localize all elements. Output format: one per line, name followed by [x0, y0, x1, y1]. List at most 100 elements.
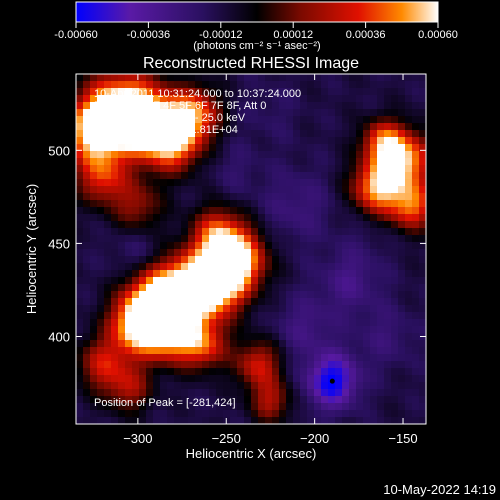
heatmap-cell	[384, 88, 392, 96]
heatmap-cell	[363, 242, 371, 250]
heatmap-cell	[202, 361, 210, 369]
heatmap-cell	[195, 137, 203, 145]
heatmap-cell	[125, 410, 133, 418]
heatmap-cell	[195, 74, 203, 82]
heatmap-cell	[83, 172, 91, 180]
heatmap-cell	[132, 354, 140, 362]
heatmap-cell	[328, 235, 336, 243]
heatmap-cell	[335, 249, 343, 257]
heatmap-cell	[356, 284, 364, 292]
heatmap-cell	[83, 102, 91, 110]
heatmap-cell	[377, 95, 385, 103]
heatmap-cell	[97, 172, 105, 180]
heatmap-cell	[279, 396, 287, 404]
heatmap-cell	[349, 389, 357, 397]
heatmap-cell	[216, 109, 224, 117]
heatmap-cell	[139, 88, 147, 96]
heatmap-cell	[272, 116, 280, 124]
heatmap-cell	[356, 228, 364, 236]
heatmap-cell	[111, 179, 119, 187]
heatmap-cell	[160, 284, 168, 292]
heatmap-cell	[223, 410, 231, 418]
heatmap-cell	[230, 151, 238, 159]
heatmap-cell	[384, 158, 392, 166]
heatmap-cell	[265, 151, 273, 159]
heatmap-cell	[314, 417, 322, 424]
heatmap-cell	[181, 319, 189, 327]
heatmap-cell	[419, 221, 426, 229]
heatmap-cell	[272, 319, 280, 327]
heatmap-cell	[321, 214, 329, 222]
heatmap-cell	[76, 298, 84, 306]
heatmap-cell	[286, 256, 294, 264]
heatmap-cell	[419, 151, 426, 159]
heatmap-cell	[377, 137, 385, 145]
heatmap-cell	[167, 81, 175, 89]
heatmap-cell	[90, 319, 98, 327]
heatmap-cell	[237, 284, 245, 292]
heatmap-cell	[307, 340, 315, 348]
heatmap-cell	[335, 277, 343, 285]
heatmap-cell	[223, 368, 231, 376]
heatmap-cell	[314, 116, 322, 124]
heatmap-cell	[237, 396, 245, 404]
heatmap-cell	[167, 368, 175, 376]
heatmap-cell	[370, 165, 378, 173]
heatmap-cell	[293, 193, 301, 201]
heatmap-cell	[90, 242, 98, 250]
heatmap-cell	[181, 200, 189, 208]
heatmap-cell	[237, 228, 245, 236]
heatmap-cell	[104, 389, 112, 397]
heatmap-cell	[258, 326, 266, 334]
heatmap-cell	[293, 249, 301, 257]
heatmap-cell	[419, 109, 426, 117]
heatmap-cell	[202, 375, 210, 383]
heatmap-cell	[300, 207, 308, 215]
heatmap-cell	[398, 242, 406, 250]
heatmap-cell	[391, 319, 399, 327]
heatmap-cell	[265, 277, 273, 285]
heatmap-cell	[258, 277, 266, 285]
heatmap-cell	[349, 235, 357, 243]
heatmap-cell	[76, 228, 84, 236]
heatmap-cell	[76, 172, 84, 180]
heatmap-cell	[370, 354, 378, 362]
heatmap-cell	[412, 403, 420, 411]
heatmap-cell	[307, 193, 315, 201]
heatmap-cell	[223, 277, 231, 285]
heatmap-cell	[83, 368, 91, 376]
heatmap-cell	[174, 382, 182, 390]
heatmap-cell	[398, 340, 406, 348]
heatmap-cell	[83, 249, 91, 257]
heatmap-cell	[83, 312, 91, 320]
heatmap-cell	[384, 74, 392, 82]
heatmap-cell	[244, 102, 252, 110]
heatmap-cell	[118, 284, 126, 292]
heatmap-cell	[153, 235, 161, 243]
heatmap-cell	[139, 270, 147, 278]
heatmap-cell	[76, 102, 84, 110]
heatmap-cell	[216, 193, 224, 201]
heatmap-cell	[209, 242, 217, 250]
heatmap-cell	[118, 277, 126, 285]
heatmap-cell	[314, 312, 322, 320]
heatmap-cell	[321, 102, 329, 110]
heatmap-cell	[237, 389, 245, 397]
heatmap-cell	[272, 277, 280, 285]
heatmap-cell	[104, 396, 112, 404]
heatmap-cell	[419, 88, 426, 96]
heatmap-cell	[104, 361, 112, 369]
heatmap-cell	[251, 396, 259, 404]
heatmap-cell	[97, 263, 105, 271]
heatmap-cell	[363, 221, 371, 229]
heatmap-cell	[251, 228, 259, 236]
heatmap-cell	[76, 312, 84, 320]
heatmap-cell	[118, 179, 126, 187]
heatmap-cell	[209, 305, 217, 313]
heatmap-cell	[349, 130, 357, 138]
heatmap-cell	[160, 396, 168, 404]
heatmap-cell	[335, 186, 343, 194]
heatmap-cell	[146, 312, 154, 320]
heatmap-cell	[321, 151, 329, 159]
heatmap-cell	[300, 81, 308, 89]
